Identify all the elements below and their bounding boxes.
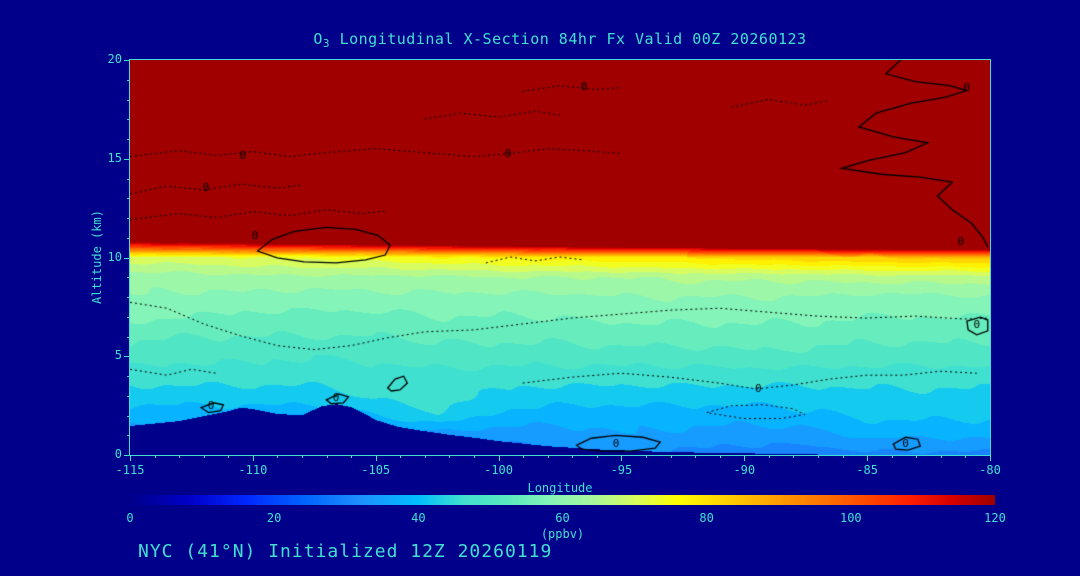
colorbar-tick-label: 100 (839, 511, 862, 525)
y-tick (124, 356, 130, 358)
x-tick-label: -110 (238, 463, 268, 477)
colorbar-tick-label: 20 (266, 511, 282, 525)
x-tick (744, 455, 746, 461)
x-minor-tick (891, 455, 893, 458)
y-minor-tick (127, 79, 130, 81)
x-tick-label: -105 (361, 463, 391, 477)
x-tick-label: -90 (733, 463, 756, 477)
x-minor-tick (670, 455, 672, 458)
x-minor-tick (449, 455, 451, 458)
title-element: O (313, 30, 323, 48)
x-minor-tick (228, 455, 230, 458)
y-minor-tick (127, 198, 130, 200)
x-minor-tick (768, 455, 770, 458)
x-minor-tick (523, 455, 525, 458)
colorbar-tick-label: 40 (411, 511, 426, 525)
title-text: Longitudinal X-Section 84hr Fx Valid 00Z… (330, 30, 807, 48)
x-minor-tick (818, 455, 819, 458)
y-tick-label: 5 (114, 348, 122, 363)
x-tick (130, 455, 131, 461)
x-minor-tick (474, 455, 475, 458)
colorbar-tick-label: 80 (699, 511, 714, 525)
y-minor-tick (127, 218, 130, 219)
x-axis-label: Longitude (527, 481, 593, 495)
y-minor-tick (127, 119, 130, 121)
y-tick-label: 0 (114, 447, 122, 461)
y-minor-tick (127, 376, 130, 377)
y-minor-tick (127, 277, 130, 279)
x-tick-label: -100 (484, 463, 514, 477)
x-minor-tick (940, 455, 942, 458)
x-tick-label: -95 (610, 463, 633, 477)
plot-area (129, 59, 991, 456)
x-minor-tick (547, 455, 549, 458)
y-minor-tick (127, 178, 130, 180)
y-tick-label: 20 (107, 52, 122, 66)
y-minor-tick (127, 316, 130, 318)
y-tick-label: 15 (107, 150, 122, 165)
x-minor-tick (351, 455, 353, 458)
colorbar-units-label: (ppbv) (540, 527, 585, 541)
x-minor-tick (400, 455, 402, 458)
x-minor-tick (842, 455, 844, 458)
colorbar-tick-label: 60 (555, 511, 570, 525)
colorbar-tick-label: 120 (984, 511, 1006, 525)
x-minor-tick (277, 455, 279, 458)
x-tick-label: -85 (856, 463, 878, 477)
x-minor-tick (695, 455, 697, 458)
x-tick-label: -80 (979, 463, 1001, 477)
x-minor-tick (179, 455, 181, 458)
x-tick (621, 455, 623, 461)
x-minor-tick (965, 455, 967, 458)
x-minor-tick (572, 455, 574, 458)
x-minor-tick (424, 455, 426, 458)
x-minor-tick (916, 455, 918, 458)
x-tick (990, 455, 991, 461)
y-minor-tick (127, 395, 130, 397)
footer-annotation: NYC (41°N) Initialized 12Z 20260119 (138, 541, 553, 562)
x-tick-label: -115 (115, 463, 145, 477)
y-tick (124, 60, 130, 61)
y-tick (124, 455, 130, 456)
x-tick (252, 455, 254, 461)
y-minor-tick (127, 139, 130, 140)
x-tick (498, 455, 500, 461)
x-minor-tick (646, 455, 647, 458)
y-minor-tick (127, 297, 130, 298)
y-minor-tick (127, 336, 130, 338)
x-tick (867, 455, 869, 461)
x-minor-tick (793, 455, 795, 458)
x-minor-tick (203, 455, 205, 458)
y-tick-label: 10 (107, 249, 122, 264)
y-tick (124, 158, 130, 160)
x-minor-tick (596, 455, 598, 458)
colorbar (130, 495, 995, 505)
colorbar-tick-label: 0 (126, 511, 134, 525)
x-minor-tick (154, 455, 156, 458)
y-tick (124, 257, 130, 259)
y-minor-tick (127, 99, 130, 101)
x-minor-tick (719, 455, 721, 458)
ozone-cross-section-canvas (130, 60, 990, 455)
title-subscript: 3 (322, 37, 331, 50)
plot-title: O3 Longitudinal X-Section 84hr Fx Valid … (130, 30, 990, 50)
y-minor-tick (127, 237, 130, 239)
x-minor-tick (302, 455, 303, 458)
y-minor-tick (127, 415, 130, 417)
x-minor-tick (326, 455, 328, 458)
y-minor-tick (127, 435, 130, 437)
x-tick (375, 455, 377, 461)
